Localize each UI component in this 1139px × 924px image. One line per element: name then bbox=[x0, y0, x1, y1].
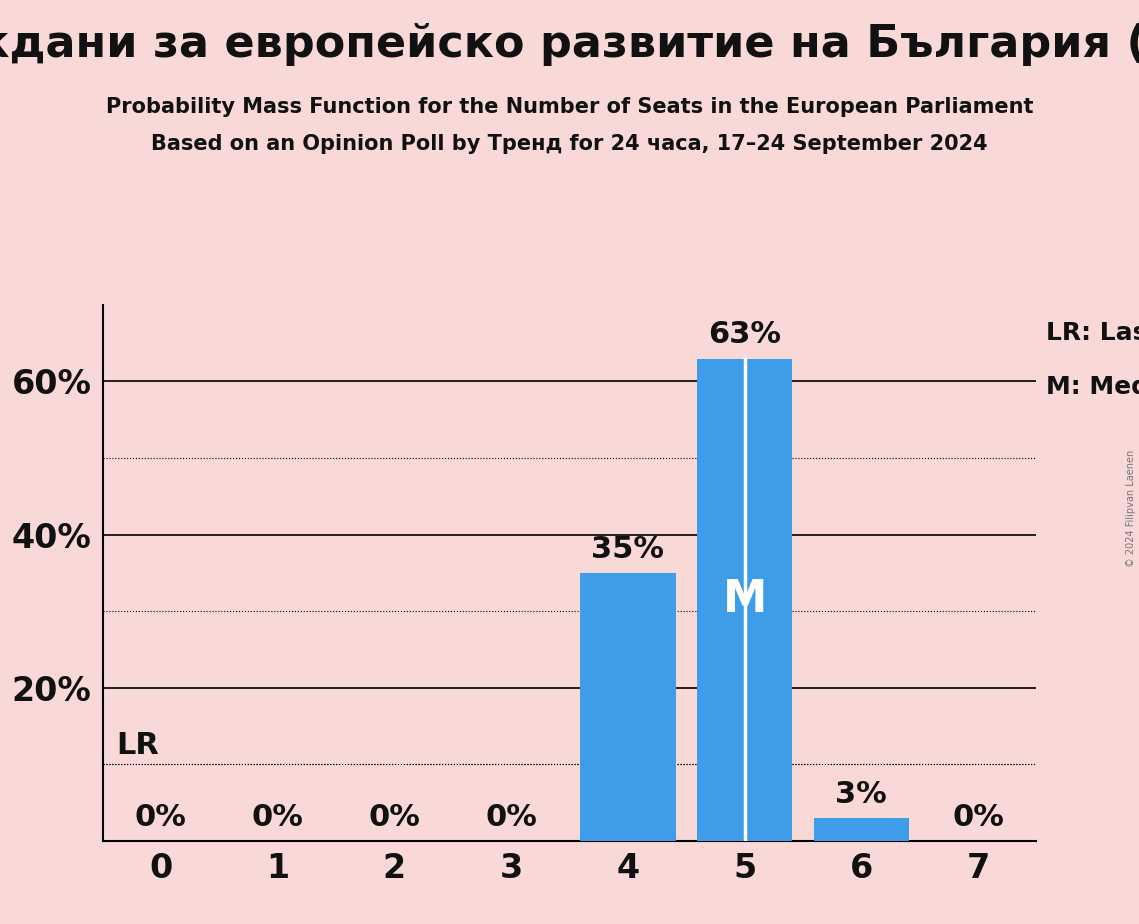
Text: Граждани за европейско развитие на България (EPP): Граждани за европейско развитие на Бълга… bbox=[0, 23, 1139, 67]
Text: 35%: 35% bbox=[591, 535, 664, 564]
Text: M: M bbox=[722, 578, 767, 621]
Bar bbox=[697, 359, 793, 841]
Text: 0%: 0% bbox=[134, 803, 187, 832]
Text: © 2024 Filipvan Laenen: © 2024 Filipvan Laenen bbox=[1126, 450, 1136, 566]
Text: 3%: 3% bbox=[836, 780, 887, 808]
Text: LR: LR bbox=[116, 732, 159, 760]
Text: M: Median: M: Median bbox=[1046, 374, 1139, 398]
Text: 0%: 0% bbox=[252, 803, 304, 832]
Bar bbox=[813, 818, 909, 841]
Text: Probability Mass Function for the Number of Seats in the European Parliament: Probability Mass Function for the Number… bbox=[106, 97, 1033, 117]
Text: 0%: 0% bbox=[485, 803, 538, 832]
Bar bbox=[580, 573, 675, 841]
Text: 0%: 0% bbox=[368, 803, 420, 832]
Text: 0%: 0% bbox=[952, 803, 1005, 832]
Text: LR: Last Result: LR: Last Result bbox=[1046, 321, 1139, 345]
Text: 63%: 63% bbox=[708, 321, 781, 349]
Text: Based on an Opinion Poll by Тренд for 24 часа, 17–24 September 2024: Based on an Opinion Poll by Тренд for 24… bbox=[151, 134, 988, 154]
